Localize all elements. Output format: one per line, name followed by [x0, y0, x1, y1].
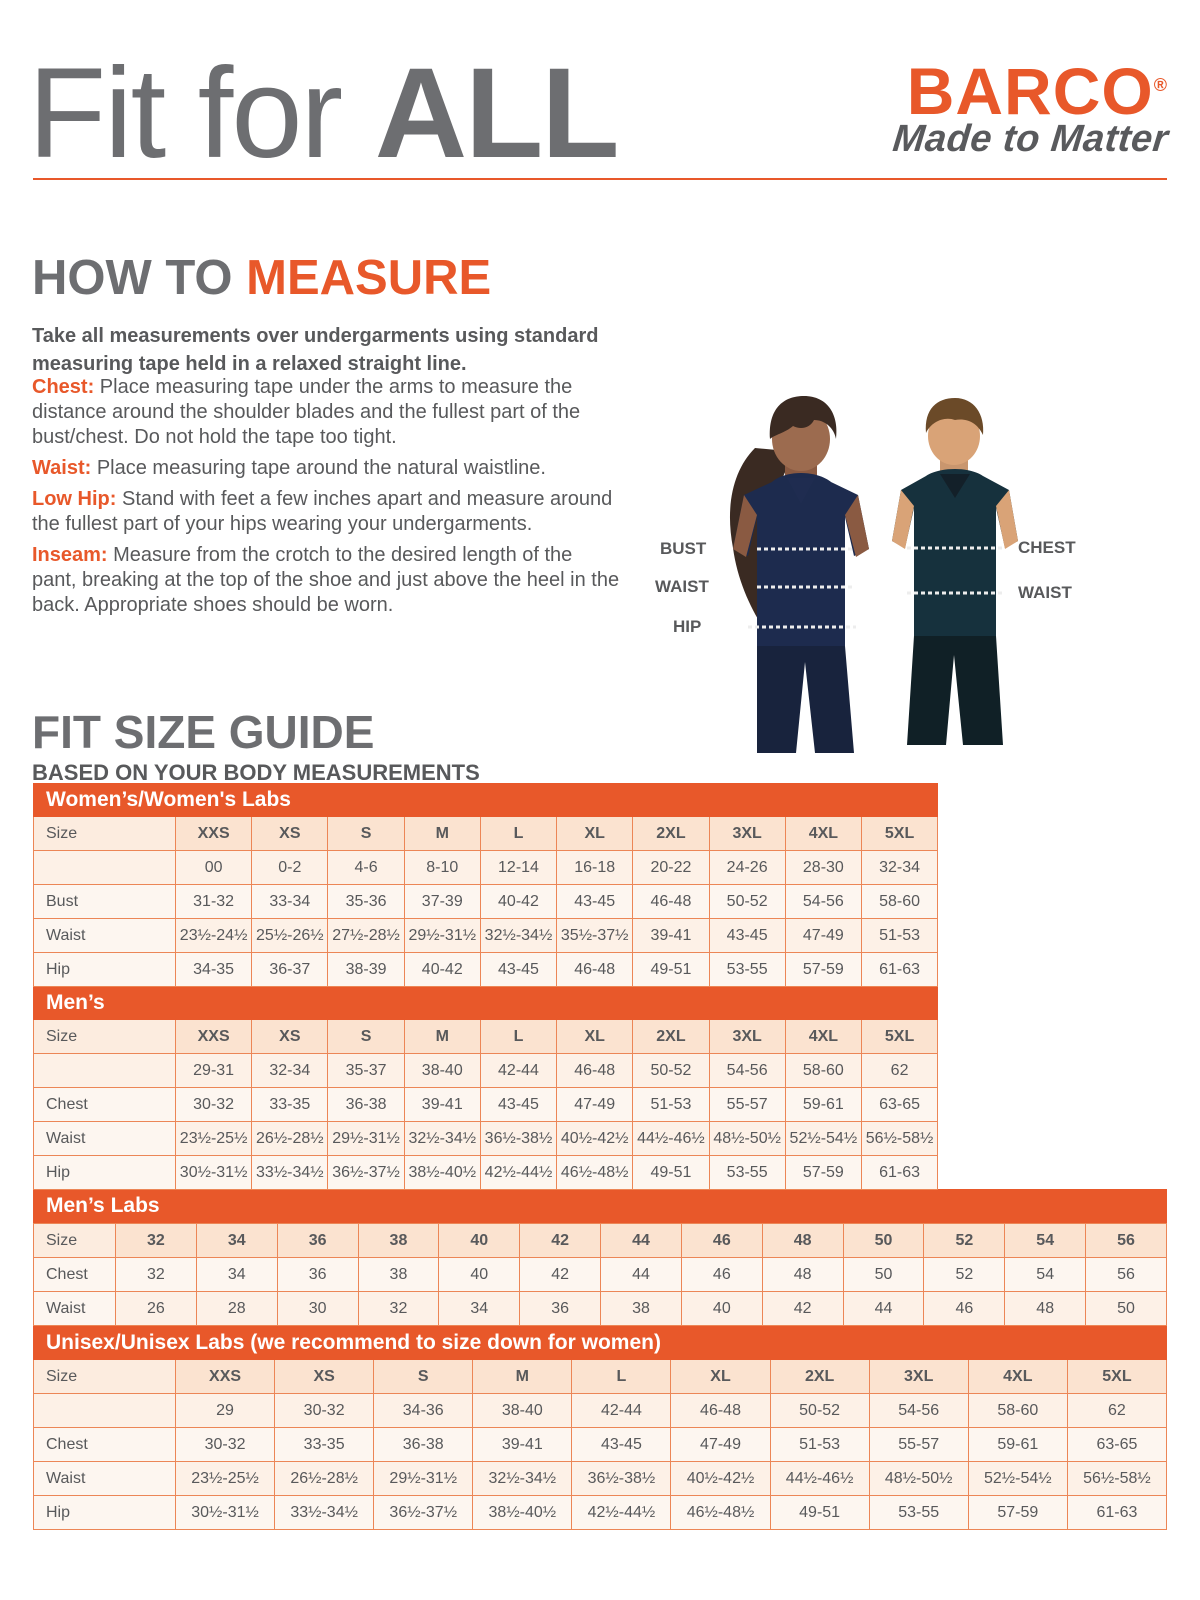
svg-text:HIP: HIP [673, 617, 701, 636]
svg-text:WAIST: WAIST [1018, 583, 1072, 602]
svg-text:CHEST: CHEST [1018, 538, 1076, 557]
svg-text:WAIST: WAIST [655, 577, 709, 596]
svg-text:BUST: BUST [660, 539, 707, 558]
